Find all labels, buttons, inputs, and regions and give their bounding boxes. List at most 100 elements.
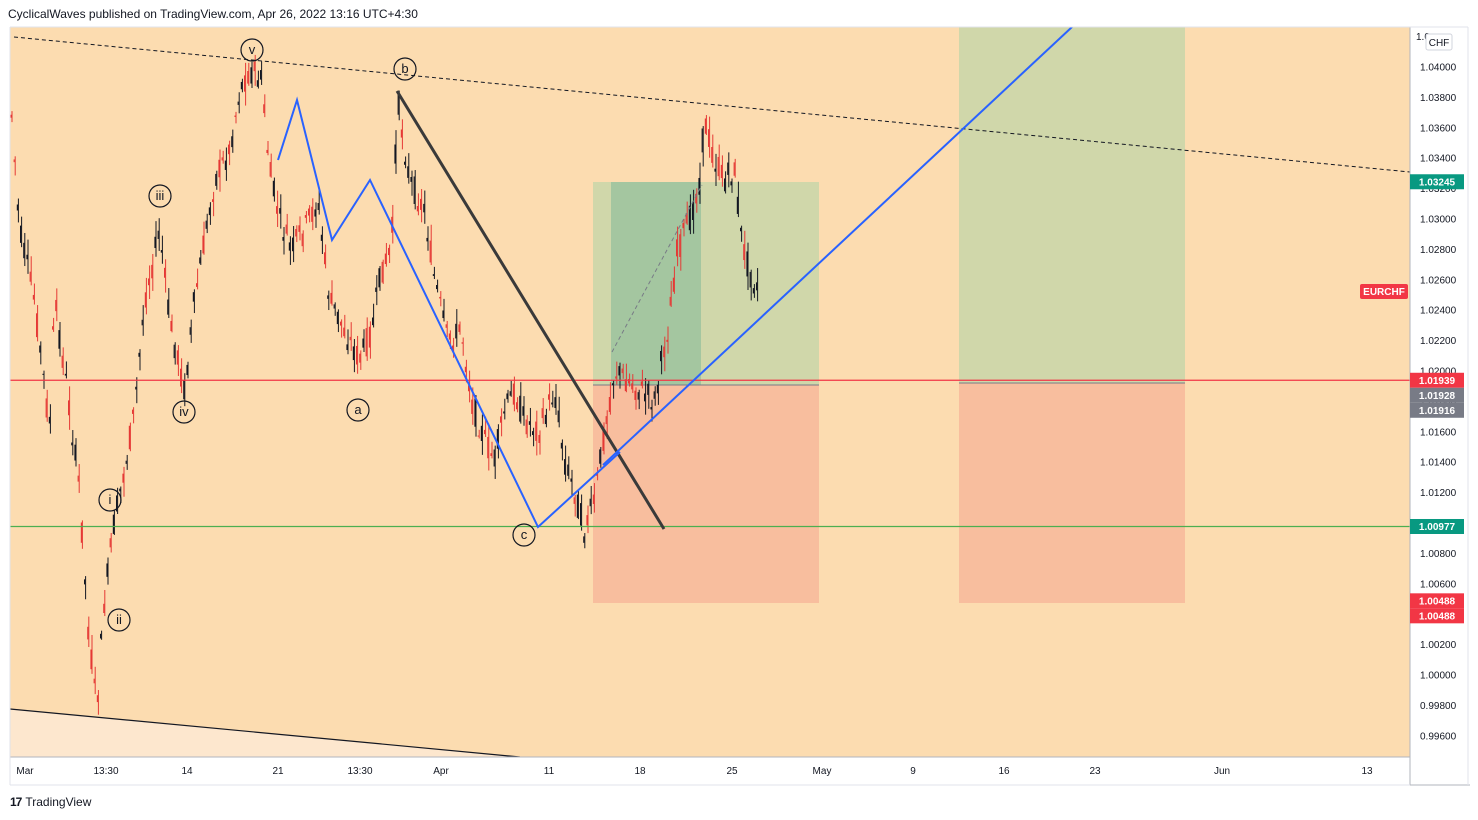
price-tick-label: 1.02600 [1420, 275, 1457, 286]
candle [272, 177, 275, 202]
candle [704, 115, 707, 135]
candle [260, 61, 263, 85]
candle [311, 198, 314, 231]
tradingview-logo-icon: 17 [10, 795, 22, 809]
candle [202, 221, 205, 255]
candle [474, 395, 477, 437]
footer-brand[interactable]: 17 TradingView [10, 795, 91, 809]
price-tick-label: 1.01600 [1420, 427, 1457, 438]
price-tick-label: 1.02800 [1420, 245, 1457, 256]
candle [458, 321, 461, 335]
downtrend-line[interactable] [395, 90, 666, 530]
candle [650, 399, 653, 422]
candle [621, 363, 624, 379]
footer-brand-label: TradingView [25, 795, 92, 809]
wave-label-b: b [393, 57, 417, 81]
candle [698, 162, 701, 204]
candle [519, 382, 522, 424]
candle [83, 576, 87, 600]
candle [365, 317, 368, 361]
wave-label-a: a [346, 398, 370, 422]
candle [445, 320, 448, 338]
uptrend-line[interactable] [602, 27, 1073, 466]
candle [269, 153, 272, 178]
candle [576, 490, 579, 520]
candle [490, 441, 493, 459]
candle [71, 430, 74, 456]
candle [250, 61, 253, 88]
candle [298, 216, 301, 241]
candle [714, 153, 717, 187]
candle [20, 216, 23, 248]
candle [90, 634, 93, 674]
candle [240, 78, 243, 93]
candle [333, 302, 336, 316]
price-tick-top-partial: 1.0 [1416, 32, 1430, 43]
candle [733, 158, 736, 178]
candle [55, 288, 58, 322]
wave-label-iii: iii [148, 184, 172, 208]
candle [279, 194, 282, 229]
candle [138, 349, 141, 371]
candle [93, 666, 96, 695]
candle [378, 265, 381, 291]
candle [736, 181, 739, 218]
candle [541, 398, 544, 424]
candle [157, 218, 160, 251]
candle [164, 259, 167, 293]
candle [413, 170, 416, 210]
candle [663, 336, 666, 372]
candle [455, 309, 458, 347]
candle [61, 347, 64, 376]
candle [189, 319, 192, 343]
svg-text:i: i [109, 492, 112, 507]
candle [749, 269, 752, 301]
candle [717, 144, 720, 181]
candle [416, 193, 419, 216]
time-tick-label: 9 [910, 766, 916, 777]
price-label-text: 1.01916 [1419, 406, 1456, 417]
candle [192, 289, 195, 314]
currency-badge[interactable]: CHF [1425, 33, 1453, 51]
candle [509, 380, 512, 397]
candle [359, 350, 362, 370]
candle [314, 202, 317, 228]
time-axis[interactable]: Mar 13:30 14 21 13:30 Apr 11 18 25 May 9 16 23 Jun 13 [16, 766, 1373, 777]
price-label-bg [1410, 518, 1464, 534]
candle [45, 389, 48, 422]
candle [128, 422, 131, 452]
candle [634, 387, 637, 410]
candle [330, 280, 333, 306]
price-tick-label: 1.01400 [1420, 458, 1457, 469]
svg-text:v: v [249, 42, 256, 57]
candle [301, 230, 304, 253]
price-label-text: 1.01928 [1419, 391, 1456, 402]
candle [560, 439, 563, 461]
candle [132, 407, 135, 424]
candle [340, 319, 343, 338]
candle [679, 228, 682, 271]
candle [493, 445, 496, 479]
price-label-bg [1410, 402, 1464, 418]
candle [669, 281, 672, 307]
candle [352, 339, 355, 373]
support-trendline[interactable] [10, 708, 521, 757]
symbol-badge[interactable]: EURCHF [1360, 284, 1408, 299]
candle [506, 389, 509, 403]
candle [266, 141, 269, 156]
time-tick-label: 21 [272, 766, 284, 777]
time-tick-label: Jun [1214, 766, 1230, 777]
price-tick-label: 1.00800 [1420, 549, 1457, 560]
candle [212, 191, 215, 217]
candle [589, 485, 592, 515]
price-label-text: 1.01939 [1419, 376, 1456, 387]
candle [180, 358, 183, 394]
candle [563, 445, 567, 482]
candle [637, 389, 640, 410]
candle [343, 314, 346, 339]
candle [285, 213, 288, 236]
wave-projection-path[interactable] [277, 96, 621, 529]
candle [324, 244, 327, 269]
price-label-badge: 1.01928 [1410, 387, 1464, 403]
